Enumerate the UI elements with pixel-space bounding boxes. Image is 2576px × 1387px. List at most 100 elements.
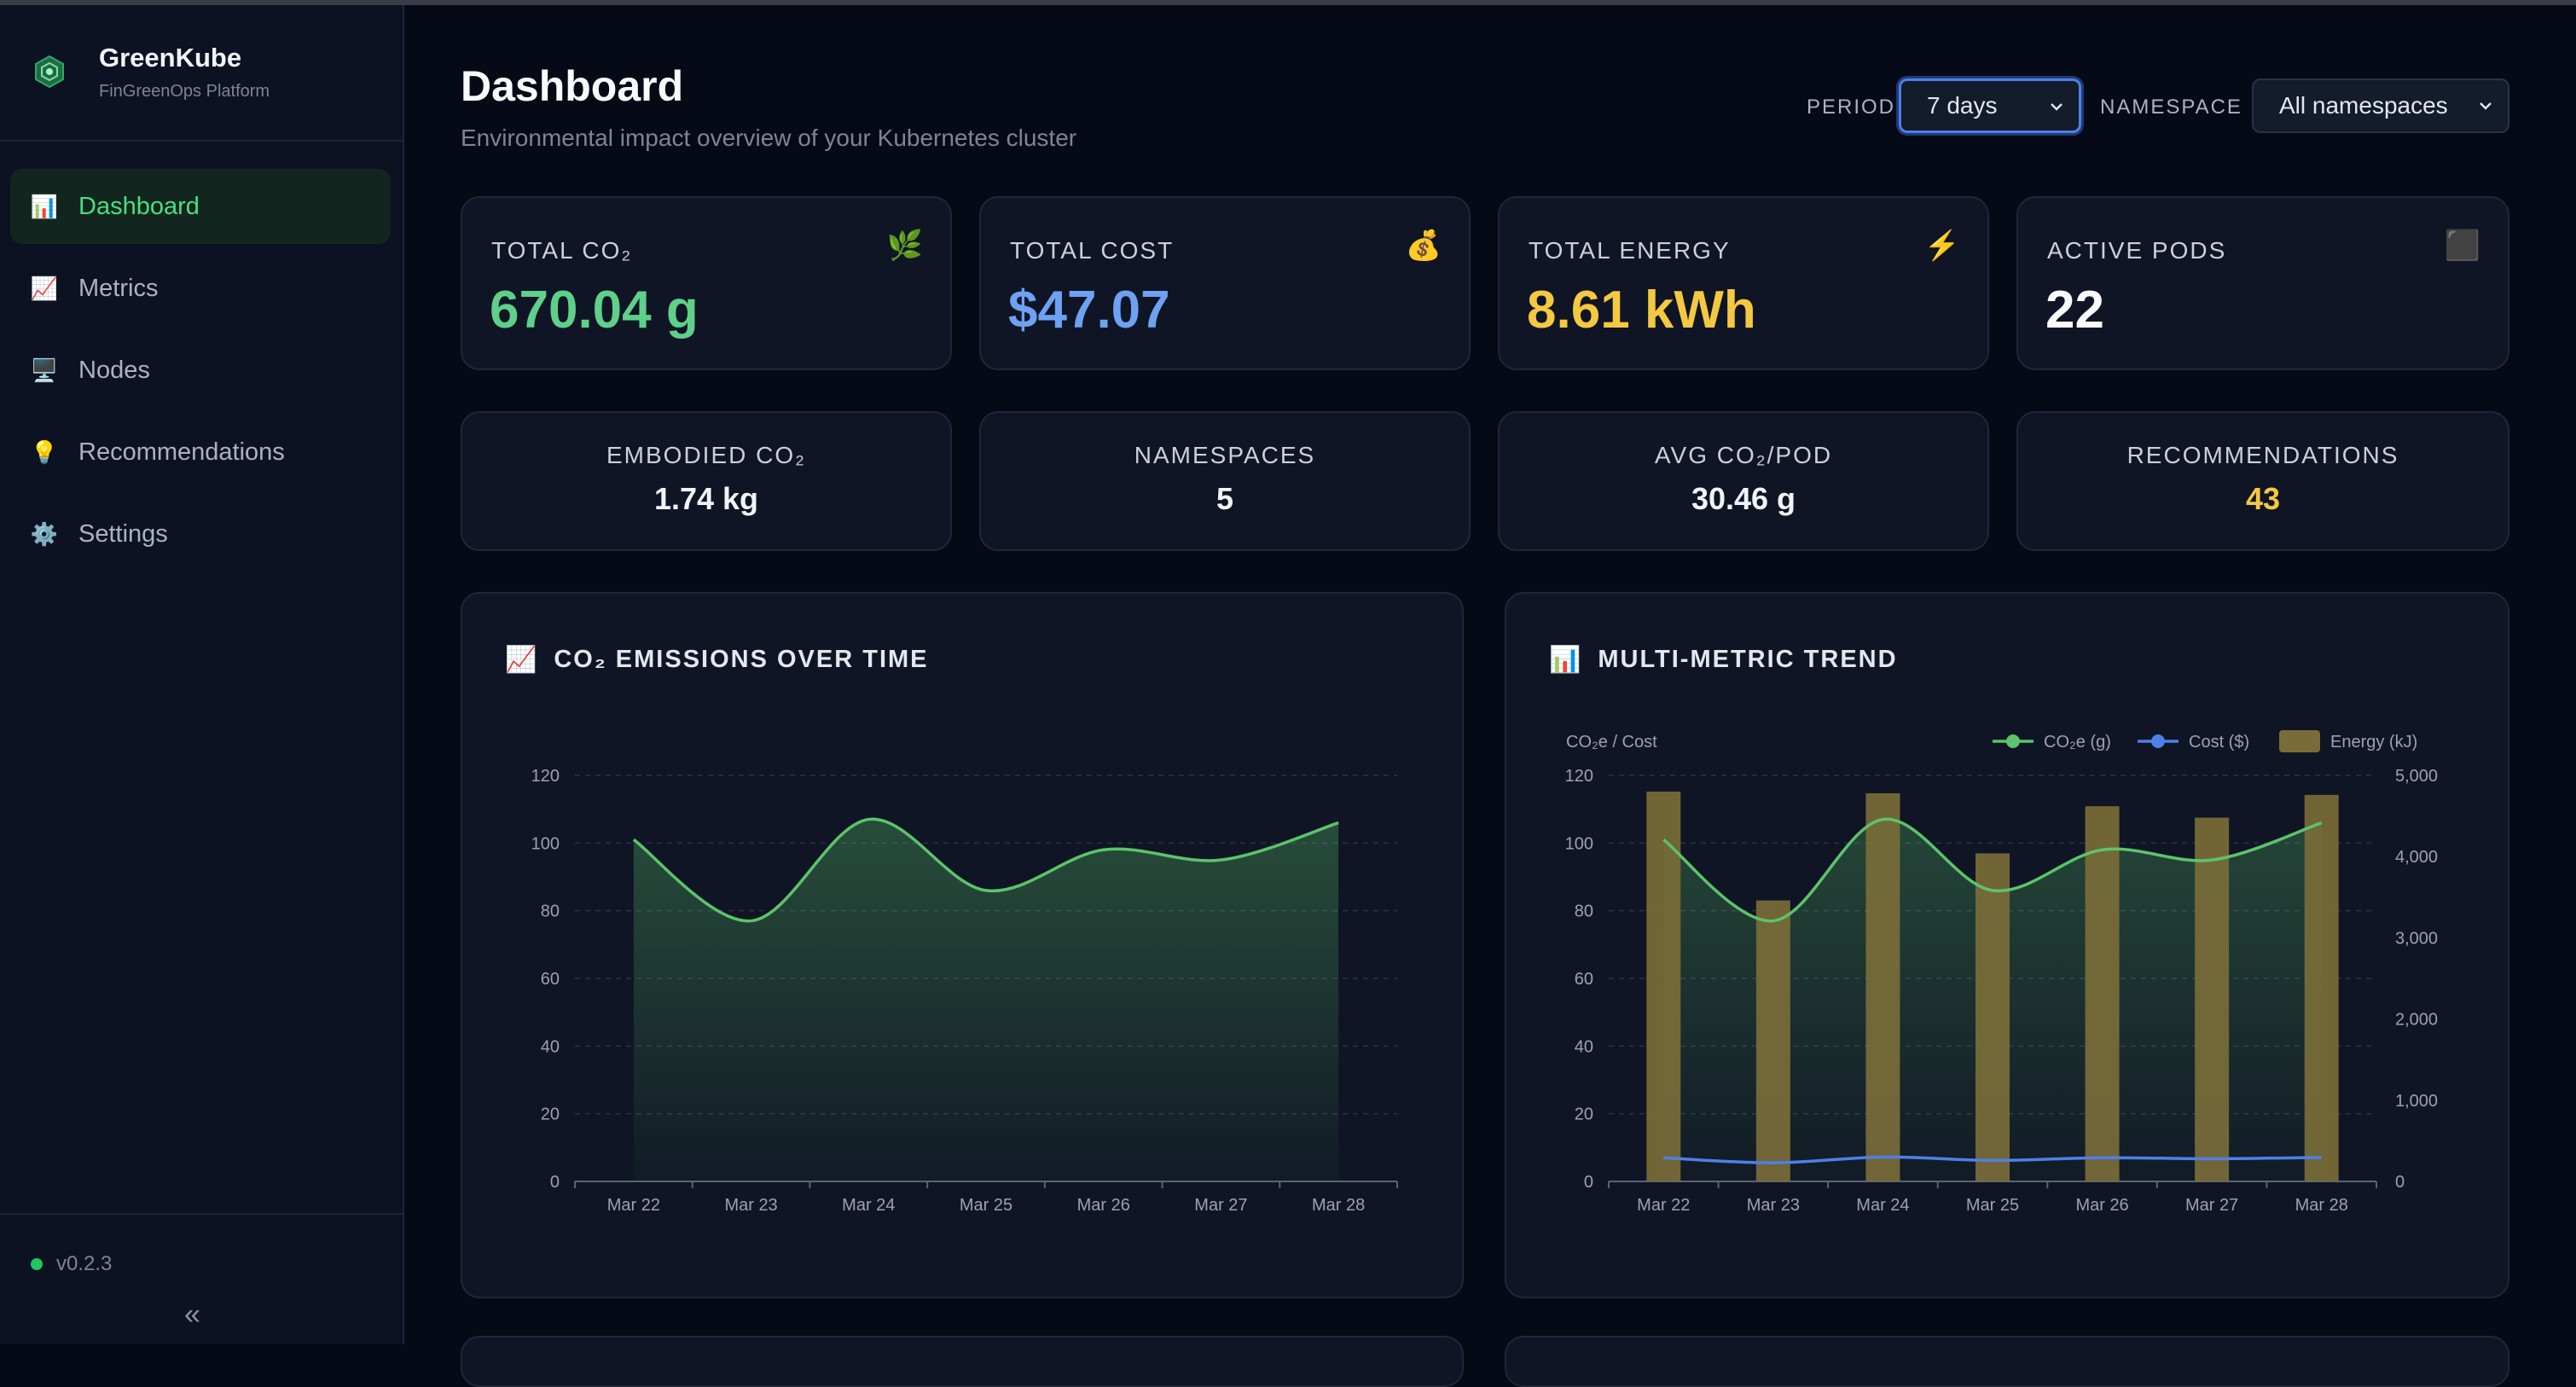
y-tick-label: 40 (541, 1037, 560, 1056)
y-tick-label: 20 (541, 1106, 560, 1124)
lower-card-left (461, 1336, 1464, 1387)
legend-cost-marker (2151, 734, 2165, 748)
sidebar-item-settings[interactable]: ⚙️ Settings (10, 496, 391, 572)
kpi-card-total-co2: TOTAL CO₂ 🌿 670.04 g (461, 196, 952, 370)
stat-card-recommendations: RECOMMENDATIONS 43 (2016, 411, 2509, 551)
kpi-card-total-cost: TOTAL COST 💰 $47.07 (979, 196, 1471, 370)
kpi-label: TOTAL CO₂ (491, 237, 632, 264)
y-tick-label: 80 (1575, 902, 1593, 921)
namespace-label: NAMESPACE (2100, 96, 2242, 119)
y2-tick-label: 2,000 (2395, 1011, 2438, 1030)
square-icon: ⬛ (2445, 229, 2480, 263)
version-label: v0.2.3 (56, 1252, 112, 1276)
sidebar-item-label: Metrics (78, 275, 158, 303)
app-name: GreenKube (99, 43, 241, 73)
period-select-value: 7 days (1927, 92, 1998, 119)
version-indicator: v0.2.3 (31, 1252, 112, 1276)
page-title: Dashboard (461, 61, 683, 111)
stat-label: EMBODIED CO₂ (462, 442, 950, 469)
x-tick-label: Mar 24 (842, 1196, 895, 1215)
y-tick-label: 120 (531, 767, 560, 786)
y2-tick-label: 1,000 (2395, 1092, 2438, 1111)
y-tick-label: 20 (1575, 1106, 1593, 1124)
sidebar-item-label: Settings (78, 520, 168, 548)
sidebar-footer: v0.2.3 « (0, 1213, 403, 1346)
namespace-select[interactable]: All namespaces (2252, 78, 2509, 133)
kpi-value: 22 (2045, 280, 2104, 340)
sidebar-item-label: Recommendations (78, 438, 285, 467)
stat-value: 1.74 kg (462, 481, 950, 517)
legend-energy-swatch (2279, 730, 2320, 752)
lightning-icon: ⚡ (1924, 229, 1960, 263)
x-tick-label: Mar 24 (1856, 1196, 1909, 1215)
sidebar-item-recommendations[interactable]: 💡 Recommendations (10, 415, 391, 490)
energy-bar (2305, 795, 2339, 1181)
stat-label: NAMESPACES (981, 442, 1469, 469)
stat-label: RECOMMENDATIONS (2018, 442, 2508, 469)
x-tick-label: Mar 22 (607, 1196, 660, 1215)
sidebar-nav: 📊 Dashboard 📈 Metrics 🖥️ Nodes 💡 Recomme… (10, 169, 391, 578)
page-subtitle: Environmental impact overview of your Ku… (461, 125, 1076, 152)
energy-bar (2195, 818, 2229, 1181)
x-tick-label: Mar 27 (2185, 1196, 2238, 1215)
chart-legend: CO₂e (g)Cost ($)Energy (kJ) (1993, 730, 2417, 752)
kpi-value: 8.61 kWh (1527, 280, 1756, 340)
sidebar-item-label: Nodes (78, 357, 150, 385)
y-tick-label: 0 (1584, 1173, 1593, 1192)
y-tick-label: 60 (1575, 970, 1593, 989)
energy-bar (2086, 806, 2120, 1181)
chevron-down-icon (2046, 96, 2067, 117)
gear-icon: ⚙️ (10, 521, 78, 548)
trend-chart-icon: 📈 (10, 276, 78, 302)
sidebar-item-metrics[interactable]: 📈 Metrics (10, 251, 391, 326)
sidebar-item-label: Dashboard (78, 193, 200, 221)
collapse-sidebar-button[interactable]: « (184, 1298, 200, 1332)
y-axis-title: CO₂e / Cost (1566, 733, 1657, 752)
multi-metric-combo-chart: CO₂e / Cost02040608010012001,0002,0003,0… (1506, 594, 2508, 1297)
x-tick-label: Mar 22 (1637, 1196, 1690, 1215)
sidebar: GreenKube FinGreenOps Platform 📊 Dashboa… (0, 5, 404, 1344)
x-tick-label: Mar 25 (960, 1196, 1012, 1215)
period-label: PERIOD (1807, 96, 1895, 119)
energy-bar (1865, 793, 1900, 1181)
legend-cost-label: Cost ($) (2189, 733, 2249, 752)
sidebar-item-nodes[interactable]: 🖥️ Nodes (10, 333, 391, 408)
lower-card-right (1505, 1336, 2509, 1387)
x-tick-label: Mar 26 (2075, 1196, 2128, 1215)
leaf-icon: 🌿 (887, 229, 923, 263)
y2-tick-label: 5,000 (2395, 767, 2438, 786)
greenkube-logo-icon (32, 55, 67, 89)
x-tick-label: Mar 23 (724, 1196, 777, 1215)
kpi-card-total-energy: TOTAL ENERGY ⚡ 8.61 kWh (1498, 196, 1989, 370)
legend-energy-label: Energy (kJ) (2330, 733, 2417, 752)
x-tick-label: Mar 28 (1312, 1196, 1365, 1215)
namespace-select-value: All namespaces (2279, 92, 2448, 119)
period-select[interactable]: 7 days (1899, 78, 2081, 133)
app-subtitle: FinGreenOps Platform (99, 82, 270, 102)
chevron-down-icon (2475, 96, 2496, 116)
lightbulb-icon: 💡 (10, 439, 78, 466)
bar-chart-icon: 📊 (10, 194, 78, 220)
stat-value: 43 (2018, 481, 2508, 517)
status-dot-icon (31, 1258, 43, 1270)
stat-value: 30.46 g (1500, 481, 1987, 517)
stat-card-namespaces: NAMESPACES 5 (979, 411, 1471, 551)
y2-tick-label: 4,000 (2395, 848, 2438, 867)
kpi-card-active-pods: ACTIVE PODS ⬛ 22 (2016, 196, 2509, 370)
co2-area-fill (634, 819, 1338, 1181)
kpi-label: TOTAL COST (1010, 237, 1174, 264)
kpi-value: $47.07 (1008, 280, 1170, 340)
y-tick-label: 80 (541, 902, 560, 921)
y-tick-label: 100 (531, 834, 560, 853)
energy-bar (1756, 901, 1790, 1181)
y2-tick-label: 0 (2395, 1173, 2405, 1192)
y-tick-label: 60 (541, 970, 560, 989)
stat-label: AVG CO₂/POD (1500, 442, 1987, 469)
sidebar-item-dashboard[interactable]: 📊 Dashboard (10, 169, 391, 244)
x-tick-label: Mar 25 (1966, 1196, 2019, 1215)
x-tick-label: Mar 26 (1077, 1196, 1130, 1215)
stat-value: 5 (981, 481, 1469, 517)
